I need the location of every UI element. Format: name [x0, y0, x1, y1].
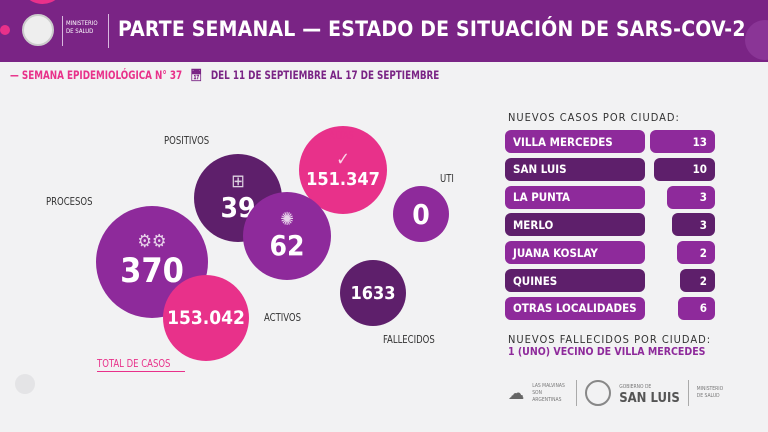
fallecidos-label: FALLECIDOS — [383, 334, 435, 346]
virus-icon: ✺ — [280, 208, 294, 230]
activos-value: 62 — [269, 228, 305, 262]
ministerio-text: MINISTERIO DE SALUD — [696, 386, 724, 399]
city-value: 3 — [672, 213, 715, 237]
procesos-label: PROCESOS — [46, 196, 93, 208]
calendar-icon: 📅︎ — [190, 68, 203, 82]
check-circle-icon: ✓ — [336, 148, 350, 170]
city-value: 2 — [677, 241, 715, 265]
footer-logos: ☁ LAS MALVINAS SON ARGENTINAS GOBIERNO D… — [508, 380, 727, 406]
city-value: 3 — [667, 185, 715, 209]
city-name: QUINES — [505, 269, 645, 292]
total-value: 153.042 — [167, 307, 245, 329]
city-name: LA PUNTA — [505, 185, 645, 209]
procesos-bubble: ⚙⚙ 370 — [96, 206, 208, 318]
uti-bubble: 0 — [393, 186, 449, 242]
city-name: VILLA MERCEDES — [505, 130, 645, 153]
subheader: — SEMANA EPIDEMIOLÓGICA N° 37 📅︎ DEL 11 … — [10, 68, 439, 82]
city-value: 2 — [680, 269, 715, 292]
city-value: 10 — [654, 157, 715, 181]
gears-icon: ⚙⚙ — [137, 231, 167, 252]
cities-title: NUEVOS CASOS POR CIUDAD: — [508, 111, 680, 124]
altas-value: 151.347 — [306, 168, 380, 190]
malvinas-icon: ☁ — [508, 382, 525, 404]
week-label: — SEMANA EPIDEMIOLÓGICA N° 37 — [10, 68, 183, 82]
page-title: PARTE SEMANAL — ESTADO DE SITUACIÓN DE S… — [118, 17, 746, 41]
fallecidos-value: 1633 — [350, 282, 396, 304]
fallecidos-bubble: 1633 — [340, 260, 406, 326]
ministry-label: MINISTERIO DE SALUD — [66, 20, 98, 35]
deaths-title: NUEVOS FALLECIDOS POR CIUDAD: — [508, 333, 712, 346]
total-label: TOTAL DE CASOS — [97, 358, 171, 370]
gobierno-text: GOBIERNO DE — [619, 384, 652, 390]
uti-value: 0 — [412, 197, 430, 231]
activos-bubble: ✺ 62 — [243, 192, 331, 280]
header-bar: MINISTERIO DE SALUD PARTE SEMANAL — ESTA… — [0, 0, 768, 62]
procesos-value: 370 — [120, 251, 184, 291]
city-value: 6 — [678, 296, 715, 320]
altas-label: ALTAS — [329, 130, 354, 142]
positivos-label: POSITIVOS — [164, 135, 210, 147]
uti-label: UTI — [440, 173, 454, 185]
date-range: DEL 11 DE SEPTIEMBRE AL 17 DE SEPTIEMBRE — [210, 68, 440, 82]
city-name: MERLO — [505, 213, 645, 237]
seal-icon — [585, 380, 612, 406]
city-name: OTRAS LOCALIDADES — [505, 296, 645, 320]
altas-bubble: ✓ 151.347 — [299, 126, 387, 214]
deaths-text: 1 (UNO) VECINO DE VILLA MERCEDES — [508, 346, 706, 358]
total-bubble: 153.042 — [163, 275, 249, 361]
city-name: JUANA KOSLAY — [505, 241, 645, 265]
activos-label: ACTIVOS — [264, 312, 302, 324]
province-seal-icon — [22, 14, 54, 46]
city-value: 13 — [650, 130, 715, 153]
san-luis-text: SAN LUIS — [619, 391, 680, 406]
medical-cross-icon: ⊞ — [231, 170, 245, 192]
malvinas-text: LAS MALVINAS SON ARGENTINAS — [532, 382, 565, 403]
city-name: SAN LUIS — [505, 157, 645, 181]
